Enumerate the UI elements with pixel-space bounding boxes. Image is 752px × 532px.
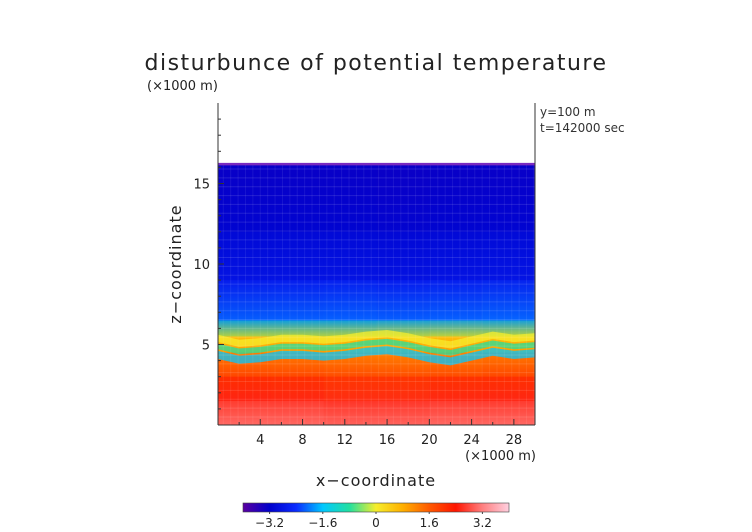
field-cell [218, 280, 271, 321]
x-axis-title: x−coordinate [316, 471, 436, 490]
colorbar-tick-label: 0 [372, 516, 380, 530]
colorbar-tick-label: 3.2 [473, 516, 492, 530]
field-cell [323, 231, 377, 281]
field-cell [376, 164, 430, 232]
colorbar-tick-label: 1.6 [420, 516, 439, 530]
field-cell [270, 376, 324, 401]
field-cell [376, 400, 430, 425]
field-cell [323, 280, 377, 321]
temperature-field [218, 162, 535, 425]
field-cell [429, 320, 483, 337]
x-tick-label: 16 [379, 433, 396, 448]
colorbar-tick-label: −1.6 [308, 516, 337, 530]
colorbar: −3.2 −1.6 0 1.6 3.2 [242, 502, 510, 530]
field-cell [482, 376, 535, 401]
field-cell [270, 400, 324, 425]
field-cell [482, 400, 535, 425]
field-background [218, 164, 535, 425]
annotation-y: y=100 m [540, 105, 596, 119]
field-cell [218, 231, 271, 281]
y-axis-title: z−coordinate [166, 204, 185, 323]
field-cell [429, 400, 483, 425]
field-cell [376, 376, 430, 401]
inversion-band [218, 330, 535, 349]
x-tick-label: 12 [337, 433, 354, 448]
field-cell [482, 231, 535, 281]
x-unit-label: (×1000 m) [465, 449, 536, 464]
field-cell [218, 400, 271, 425]
x-tick-label: 4 [256, 433, 264, 448]
field-cell [482, 280, 535, 321]
field-cell [323, 376, 377, 401]
x-tick-label: 28 [506, 433, 523, 448]
inversion-band [218, 346, 535, 366]
field-cell [376, 280, 430, 321]
field-cell [323, 164, 377, 232]
field-cell [376, 231, 430, 281]
chart-title: disturbunce of potential temperature [145, 51, 608, 76]
field-cell [429, 280, 483, 321]
colorbar-ramp [242, 502, 510, 513]
field-cell [429, 231, 483, 281]
y-tick-label: 10 [193, 258, 210, 273]
x-axis: 4 8 12 16 20 24 28 [238, 419, 523, 448]
field-cell [218, 376, 271, 401]
field-cell [270, 280, 324, 321]
inversion-band [218, 338, 535, 356]
y-axis: 5 10 15 [193, 118, 224, 410]
field-cell [270, 320, 324, 337]
x-tick-label: 20 [421, 433, 438, 448]
field-cell [429, 376, 483, 401]
annotation-t: t=142000 sec [540, 121, 625, 135]
x-tick-label: 8 [298, 433, 306, 448]
field-cell [218, 164, 271, 232]
field-cell [270, 164, 324, 232]
field-cell [270, 231, 324, 281]
x-tick-label: 24 [463, 433, 480, 448]
colorbar-tick-label: −3.2 [255, 516, 284, 530]
y-tick-label: 15 [193, 178, 210, 193]
y-tick-label: 5 [202, 339, 210, 354]
field-cell [323, 400, 377, 425]
field-cell [482, 164, 535, 232]
y-unit-label: (×1000 m) [147, 79, 218, 94]
field-cell [218, 320, 271, 337]
field-cell [429, 164, 483, 232]
